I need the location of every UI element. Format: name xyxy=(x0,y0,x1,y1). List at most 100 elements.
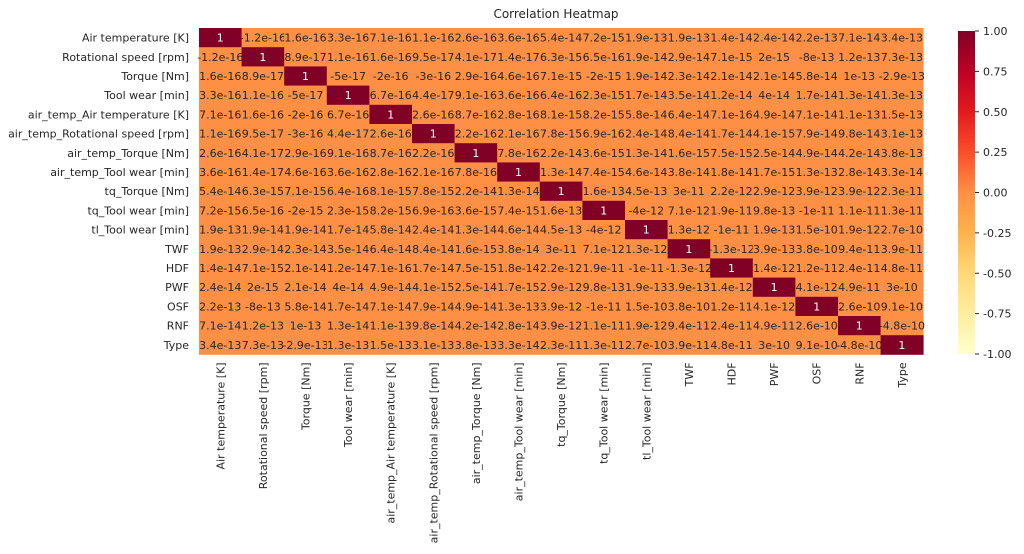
cell-value-label: 5.4e-14 xyxy=(199,185,241,198)
cell-value-label: 1.7e-14 xyxy=(327,300,369,313)
cell-value-label: 1.3e-12 xyxy=(668,224,710,237)
heatmap-cell xyxy=(752,143,796,163)
heatmap-cell xyxy=(454,162,498,182)
cell-value-label: 2.6e-16 xyxy=(455,32,497,45)
cell-value-label: 2.6e-16 xyxy=(412,108,454,121)
heatmap-cell xyxy=(369,162,413,182)
heatmap-cell xyxy=(539,181,583,202)
heatmap-cell xyxy=(795,239,839,259)
row-tick-label: Torque [Nm] xyxy=(120,70,189,83)
heatmap-cell xyxy=(412,124,455,144)
heatmap-cell xyxy=(412,47,455,67)
cell-value-label: 1.9e-11 xyxy=(583,262,625,275)
heatmap-cell xyxy=(284,28,328,48)
heatmap-cell xyxy=(412,66,455,86)
heatmap-cell xyxy=(497,181,541,202)
heatmap-cell xyxy=(582,124,626,144)
cell-value-label: 4.5e-13 xyxy=(625,185,667,198)
cell-value-label: 2.1e-14 xyxy=(284,281,326,294)
heatmap-cell xyxy=(752,124,796,144)
cell-value-label: 4.9e-14 xyxy=(455,300,497,313)
cell-value-label: -3e-16 xyxy=(415,70,451,83)
heatmap-cell xyxy=(369,104,413,125)
heatmap-cell xyxy=(880,220,924,240)
cell-value-label: 1.9e-12 xyxy=(838,224,880,237)
cell-value-label: -1.3e-12 xyxy=(708,243,754,256)
cell-value-label: 1 xyxy=(515,166,522,179)
heatmap-cell xyxy=(326,66,370,86)
cell-value-label: -1.3e-12 xyxy=(666,262,712,275)
heatmap-cell xyxy=(326,316,370,336)
colorbar-tick-label: 0.50 xyxy=(983,106,1008,119)
cell-value-label: 1.1e-16 xyxy=(199,128,241,141)
heatmap-cell xyxy=(454,104,498,125)
heatmap-cell xyxy=(582,47,626,67)
cell-value-label: 3.3e-14 xyxy=(497,339,539,352)
heatmap-cell xyxy=(454,85,498,106)
cell-value-label: 1.9e-14 xyxy=(625,70,667,83)
cell-value-label: 6.5e-16 xyxy=(583,51,625,64)
cell-value-label: 1.7e-14 xyxy=(412,262,454,275)
heatmap-cell xyxy=(326,85,370,106)
cell-value-label: 2.8e-14 xyxy=(497,320,539,333)
cell-value-label: 4.9e-11 xyxy=(838,281,880,294)
heatmap-cell xyxy=(454,200,498,221)
cell-value-label: -2.9e-13 xyxy=(282,339,328,352)
heatmap-cell xyxy=(539,200,583,221)
column-tick-labels: Air temperature [K] Rotational speed [rpm… xyxy=(214,362,909,543)
cell-value-label: 1 xyxy=(771,281,778,294)
heatmap-cell xyxy=(752,277,796,298)
cell-value-label: 9.8e-14 xyxy=(412,320,454,333)
heatmap-cell xyxy=(326,124,370,144)
heatmap-cell xyxy=(710,47,754,67)
heatmap-cell xyxy=(497,316,541,336)
cell-value-label: 7.1e-15 xyxy=(242,262,284,275)
heatmap-cell xyxy=(795,143,839,163)
cell-value-label: 1.8e-14 xyxy=(710,166,752,179)
cell-value-label: -2e-15 xyxy=(586,70,622,83)
cell-value-label: 9.1e-16 xyxy=(327,147,369,160)
cell-value-label: 3.8e-10 xyxy=(796,243,838,256)
cell-value-label: 3.9e-11 xyxy=(668,339,710,352)
heatmap-cell xyxy=(795,104,839,125)
heatmap-cell xyxy=(326,220,370,240)
heatmap-cell xyxy=(326,277,370,298)
cell-value-label: 7.2e-15 xyxy=(199,204,241,217)
cell-value-label: -1e-11 xyxy=(714,224,750,237)
cell-value-label: 1.1e-16 xyxy=(242,89,284,102)
heatmap-cell xyxy=(795,162,839,182)
heatmap-cell xyxy=(710,28,754,48)
heatmap-cell xyxy=(710,66,754,86)
cell-value-label: 9.8e-13 xyxy=(753,204,795,217)
heatmap-cell xyxy=(752,239,796,259)
heatmap-cell xyxy=(795,296,839,317)
row-tick-label: tq_Tool wear [min] xyxy=(87,204,189,217)
cell-value-label: 2.2e-16 xyxy=(455,128,497,141)
heatmap-cell xyxy=(326,335,370,355)
row-tick-label: air_temp_Tool wear [min] xyxy=(50,166,189,179)
cell-value-label: 2.4e-14 xyxy=(412,224,454,237)
cell-value-label: 2.2e-14 xyxy=(455,185,497,198)
heatmap-cell xyxy=(199,296,242,317)
cell-value-label: 1 xyxy=(898,339,905,352)
heatmap-cell xyxy=(454,28,498,48)
cell-value-label: 1.6e-16 xyxy=(284,32,326,45)
cell-value-label: 1 xyxy=(856,320,863,333)
cell-value-label: 8.4e-14 xyxy=(668,128,710,141)
heatmap-cell xyxy=(539,104,583,125)
heatmap-cell xyxy=(710,85,754,106)
cell-value-label: 5.8e-14 xyxy=(625,108,667,121)
heatmap-cell xyxy=(795,181,839,202)
cell-value-label: 1.3e-13 xyxy=(881,89,923,102)
heatmap-cell xyxy=(369,277,413,298)
heatmap-cell xyxy=(752,258,796,278)
cell-value-label: -1e-11 xyxy=(586,300,622,313)
cell-value-label: 1.2e-13 xyxy=(838,51,880,64)
heatmap-cell xyxy=(880,200,924,221)
heatmap-cell xyxy=(880,239,924,259)
heatmap-cell xyxy=(326,47,370,67)
heatmap-cell xyxy=(199,258,242,278)
heatmap-cell xyxy=(199,316,242,336)
heatmap-cell xyxy=(625,239,668,259)
heatmap-cell xyxy=(284,335,328,355)
